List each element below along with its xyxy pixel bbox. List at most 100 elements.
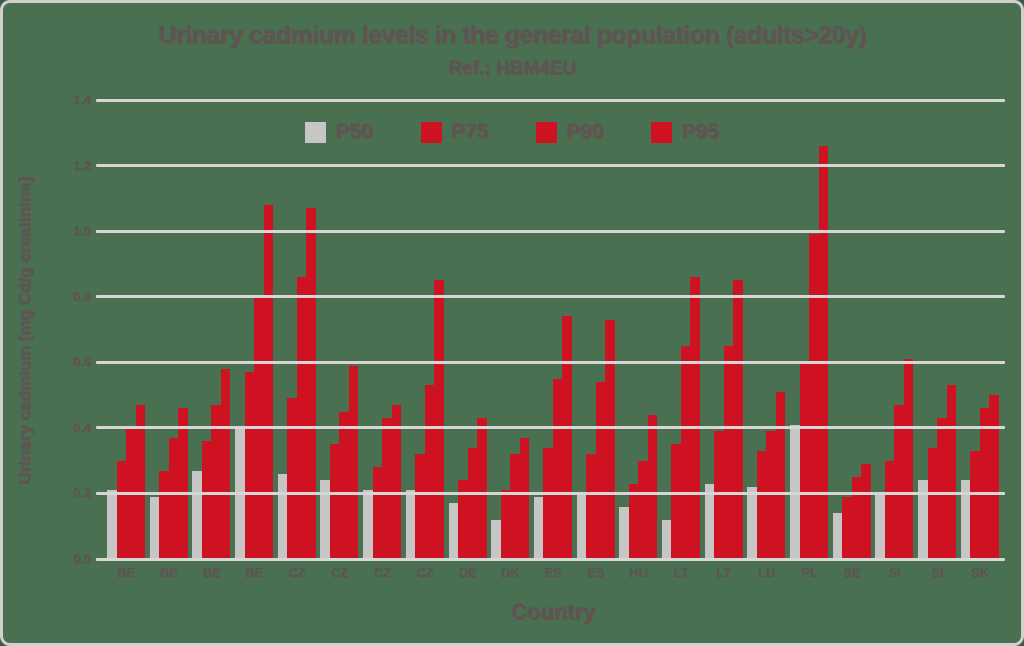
bar-p75 <box>500 490 511 559</box>
x-tick-label-se-17: SE <box>843 565 861 580</box>
bar-group-es-10 <box>533 316 572 559</box>
bar-group-dk-9 <box>491 437 530 559</box>
bar-p50 <box>832 513 843 559</box>
legend-swatch-p95 <box>651 121 673 143</box>
bar-p90 <box>638 460 648 559</box>
bar-group-lt-13 <box>661 277 700 559</box>
bar-p75 <box>756 450 767 559</box>
bar-p95 <box>220 368 231 559</box>
bar-p95 <box>647 414 658 559</box>
x-tick-label-cz-7: CZ <box>416 565 434 580</box>
bar-p75 <box>116 460 126 559</box>
bar-group-de-8 <box>448 418 487 559</box>
bar-p75 <box>586 454 596 559</box>
legend-swatch-p90 <box>536 121 557 143</box>
bar-p95 <box>861 463 871 559</box>
bar-p90 <box>552 378 563 559</box>
bar-p75 <box>927 447 938 559</box>
bar-group-sk-20 <box>960 395 999 559</box>
x-axis-tick-labels: BE BE BE BE CZ CZ CZ CZ DE DK ES ES HU LT LT LU PL SE SI SI… <box>103 565 1003 580</box>
y-tick-label-1.2: 1.2 <box>72 157 91 173</box>
bar-p95 <box>946 385 957 559</box>
y-tick-label-1.0: 1.0 <box>72 223 91 239</box>
chart-subtitle: Ref.: HBM4EU <box>448 58 576 79</box>
bar-p90 <box>979 408 990 559</box>
bar-p75 <box>799 362 809 559</box>
bar-p90 <box>467 447 477 559</box>
bar-p50 <box>533 496 544 559</box>
x-tick-label-be-3: BE <box>245 565 264 580</box>
bar-p50 <box>661 519 672 559</box>
bar-p95 <box>306 208 316 559</box>
bar-p50 <box>107 490 117 559</box>
bar-group-cz-7 <box>405 280 444 559</box>
bar-p75 <box>671 444 681 559</box>
bar-p50 <box>192 470 202 559</box>
bar-p90 <box>424 385 435 559</box>
x-tick-label-es-10: ES <box>544 565 562 580</box>
y-tick-label-0.2: 0.2 <box>72 485 91 501</box>
x-tick-label-lt-14: LT <box>716 565 732 580</box>
x-tick-label-hu-12: HU <box>628 565 648 580</box>
bar-group-cz-6 <box>363 404 402 559</box>
bar-p90 <box>126 427 136 559</box>
bar-p50 <box>619 506 629 559</box>
x-tick-label-de-8: DE <box>458 565 477 580</box>
bar-p95 <box>391 404 402 559</box>
bar-p75 <box>884 460 895 559</box>
bar-p95 <box>775 391 786 559</box>
bar-p50 <box>747 486 757 559</box>
bar-p95 <box>690 277 700 559</box>
bar-p50 <box>149 496 160 559</box>
x-tick-label-be-1: BE <box>159 565 178 580</box>
y-tick-label-1.4: 1.4 <box>72 92 91 107</box>
bar-p95 <box>477 418 487 559</box>
bar-p90 <box>680 345 691 559</box>
x-axis-title: Country <box>510 599 596 624</box>
bar-group-be-0 <box>107 404 145 559</box>
x-tick-label-cz-4: CZ <box>288 565 306 580</box>
bar-p75 <box>543 447 553 559</box>
bar-group-lt-14 <box>704 280 743 559</box>
bar-p95 <box>519 437 530 559</box>
legend-item-p90: P90 <box>536 120 603 144</box>
bar-p90 <box>809 234 819 559</box>
bar-p95 <box>434 280 444 559</box>
bar-p50 <box>320 480 330 559</box>
bar-p95 <box>135 404 145 559</box>
bar-p95 <box>903 359 914 559</box>
bar-group-be-2 <box>192 368 231 559</box>
bar-p75 <box>970 450 980 559</box>
bar-p95 <box>562 316 572 559</box>
plot-area <box>103 100 1003 559</box>
bar-p75 <box>842 496 852 559</box>
x-tick-label-cz-6: CZ <box>373 565 391 580</box>
bar-group-si-18 <box>875 359 914 559</box>
bar-p75 <box>372 467 383 559</box>
bar-p95 <box>178 408 188 559</box>
y-tick-label-0.6: 0.6 <box>72 354 91 370</box>
bar-p90 <box>254 296 264 559</box>
x-tick-label-pl-16: PL <box>800 565 818 580</box>
bar-p95 <box>733 280 743 559</box>
bar-p75 <box>329 444 340 559</box>
bar-p95 <box>818 145 828 559</box>
x-tick-label-si-19: SI <box>930 565 944 580</box>
bar-group-se-17 <box>832 463 871 559</box>
bar-p90 <box>766 431 776 559</box>
legend: P50 P75 P90 P95 <box>3 120 1021 144</box>
bar-group-be-3 <box>235 204 274 559</box>
bar-p75 <box>714 431 724 559</box>
bar-p95 <box>605 319 615 559</box>
legend-label-p90: P90 <box>566 120 604 143</box>
y-tick-label-0.0: 0.0 <box>72 551 91 566</box>
bar-p50 <box>448 503 458 559</box>
bar-p50 <box>405 490 416 559</box>
bar-p75 <box>201 441 212 559</box>
bar-p50 <box>790 424 800 559</box>
bar-p75 <box>287 398 297 559</box>
bar-p50 <box>491 519 501 559</box>
bar-p90 <box>211 404 221 559</box>
bar-group-es-11 <box>576 319 615 559</box>
bar-p50 <box>363 490 373 559</box>
